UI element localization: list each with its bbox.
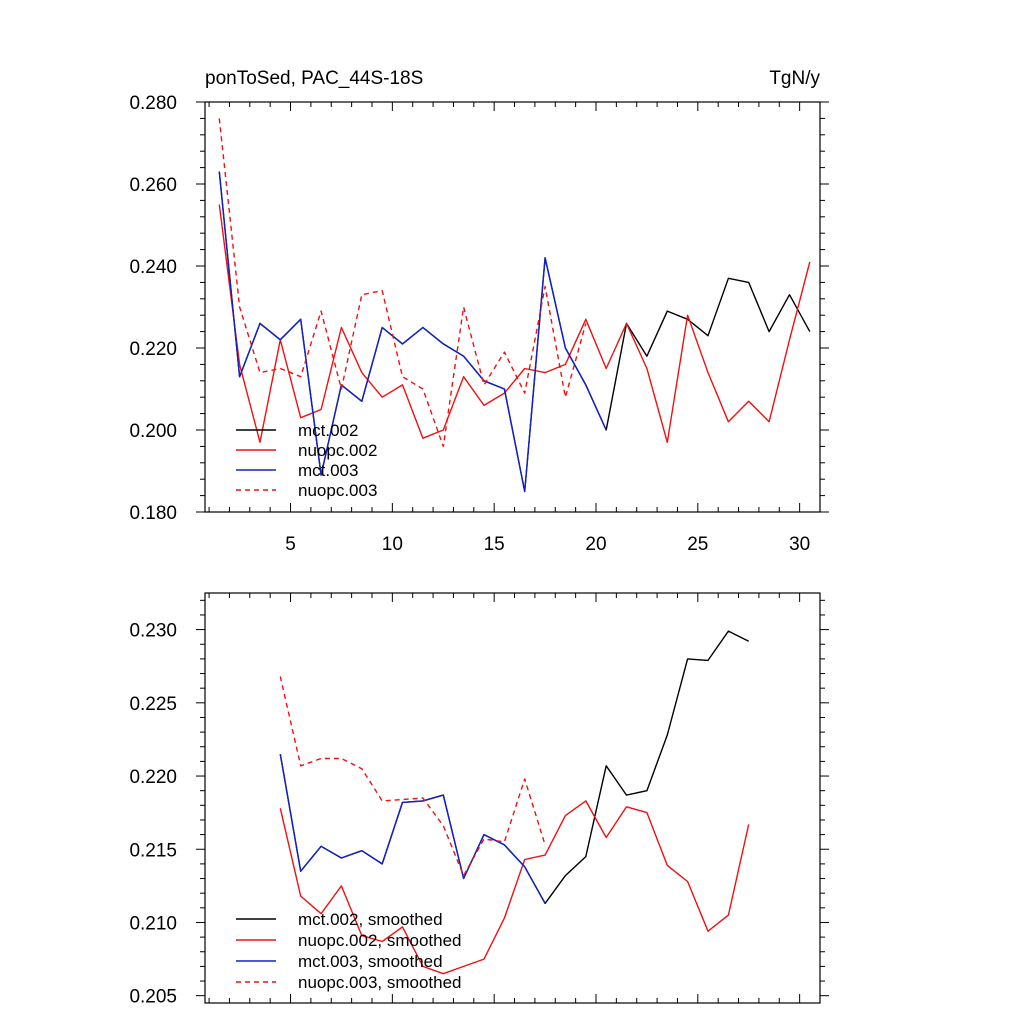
legend-label: nuopc.003	[298, 481, 377, 500]
y-tick-label: 0.215	[129, 840, 177, 861]
y-tick-label: 0.205	[129, 987, 177, 1008]
y-tick-label: 0.260	[129, 175, 177, 196]
series-line-4	[218, 118, 587, 448]
legend-label: mct.003	[298, 461, 358, 480]
x-tick-label: 20	[585, 534, 606, 555]
y-tick-label: 0.280	[129, 93, 177, 114]
bottom-panel: 0.205 0.210 0.215 0.220 0.225 0.230 mct.002, s…	[129, 592, 829, 1008]
x-tick-label: 15	[484, 534, 505, 555]
legend-label: nuopc.002, smoothed	[298, 931, 462, 950]
legend-label: nuopc.002	[298, 441, 377, 460]
series-line-3	[279, 753, 546, 904]
x-tick-label: 25	[687, 534, 708, 555]
y-tick-label: 0.225	[129, 694, 177, 715]
y-tick-label: 0.240	[129, 257, 177, 278]
legend-label: nuopc.003, smoothed	[298, 973, 462, 992]
series-line-4	[279, 676, 546, 877]
top-panel: 5 10 15 20 25 30 0.180 0.200 0.220 0.240 0.260 0.28…	[129, 93, 829, 555]
series-line-2	[279, 800, 750, 975]
legend-label: mct.003, smoothed	[298, 952, 443, 971]
x-tick-label: 30	[789, 534, 810, 555]
chart-title: ponToSed, PAC_44S-18S	[205, 68, 423, 89]
series-line-1	[279, 630, 750, 905]
x-tick-label: 5	[285, 534, 296, 555]
y-tick-label: 0.210	[129, 913, 177, 934]
x-tick-label: 10	[382, 534, 403, 555]
plot-frame	[204, 101, 821, 513]
y-tick-label: 0.180	[129, 503, 177, 524]
series-line-3	[218, 171, 607, 493]
legend-label: mct.002	[298, 421, 358, 440]
y-tick-label: 0.220	[129, 767, 177, 788]
units-label: TgN/y	[769, 68, 820, 89]
plot-frame	[204, 592, 821, 1004]
y-tick-label: 0.220	[129, 339, 177, 360]
y-tick-label: 0.200	[129, 421, 177, 442]
y-tick-label: 0.230	[129, 621, 177, 642]
legend-label: mct.002, smoothed	[298, 910, 443, 929]
series-line-2	[218, 204, 811, 443]
